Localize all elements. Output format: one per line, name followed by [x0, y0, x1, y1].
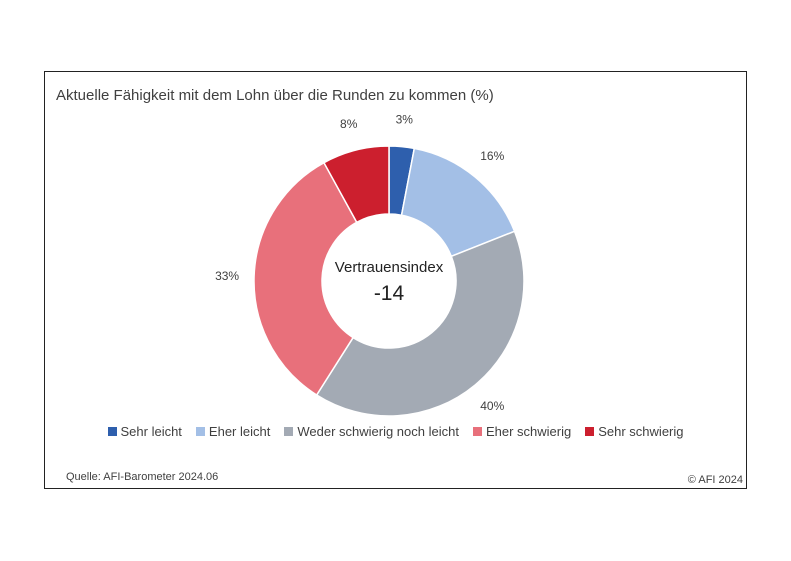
center-label: Vertrauensindex — [335, 259, 444, 276]
legend-item-weder-schwierig-noch-leicht: Weder schwierig noch leicht — [284, 424, 459, 439]
data-label-eher-leicht: 16% — [480, 149, 504, 163]
slice-sehr-schwierig — [322, 145, 390, 224]
legend-item-sehr-leicht: Sehr leicht — [107, 424, 182, 439]
legend-item-eher-schwierig: Eher schwierig — [472, 424, 572, 439]
legend-swatch — [472, 427, 482, 436]
chart-frame: Aktuelle Fähigkeit mit dem Lohn über die… — [44, 71, 747, 489]
slice-eher-schwierig — [253, 161, 358, 397]
data-label-weder-schwierig-noch-leicht: 40% — [480, 399, 504, 413]
legend-label: Weder schwierig noch leicht — [297, 424, 459, 439]
legend-label: Sehr leicht — [120, 424, 182, 439]
data-label-sehr-leicht: 3% — [396, 113, 414, 127]
legend-swatch — [284, 427, 294, 436]
donut-chart: 3% 16% 40% 33% 8% Vertrauensindex -14 — [215, 113, 525, 417]
legend-swatch — [585, 427, 595, 436]
legend-item-sehr-schwierig: Sehr schwierig — [585, 424, 684, 439]
legend-label: Sehr schwierig — [598, 424, 684, 439]
slice-weder-schwierig-noch-leicht — [315, 230, 525, 417]
legend-label: Eher schwierig — [485, 424, 572, 439]
data-label-sehr-schwierig: 8% — [340, 117, 358, 131]
data-label-eher-schwierig: 33% — [215, 269, 239, 283]
legend-swatch — [195, 427, 205, 436]
chart-legend: Sehr leicht Eher leicht Weder schwierig no… — [45, 424, 746, 439]
copyright-note: © AFI 2024 — [687, 474, 743, 486]
legend-item-eher-leicht: Eher leicht — [195, 424, 271, 439]
source-note: Quelle: AFI-Barometer 2024.06 — [66, 471, 219, 483]
legend-swatch — [107, 427, 117, 436]
center-value: -14 — [374, 282, 405, 305]
slice-eher-leicht — [400, 147, 516, 258]
chart-title: Aktuelle Fähigkeit mit dem Lohn über die… — [56, 87, 494, 104]
legend-label: Eher leicht — [208, 424, 271, 439]
